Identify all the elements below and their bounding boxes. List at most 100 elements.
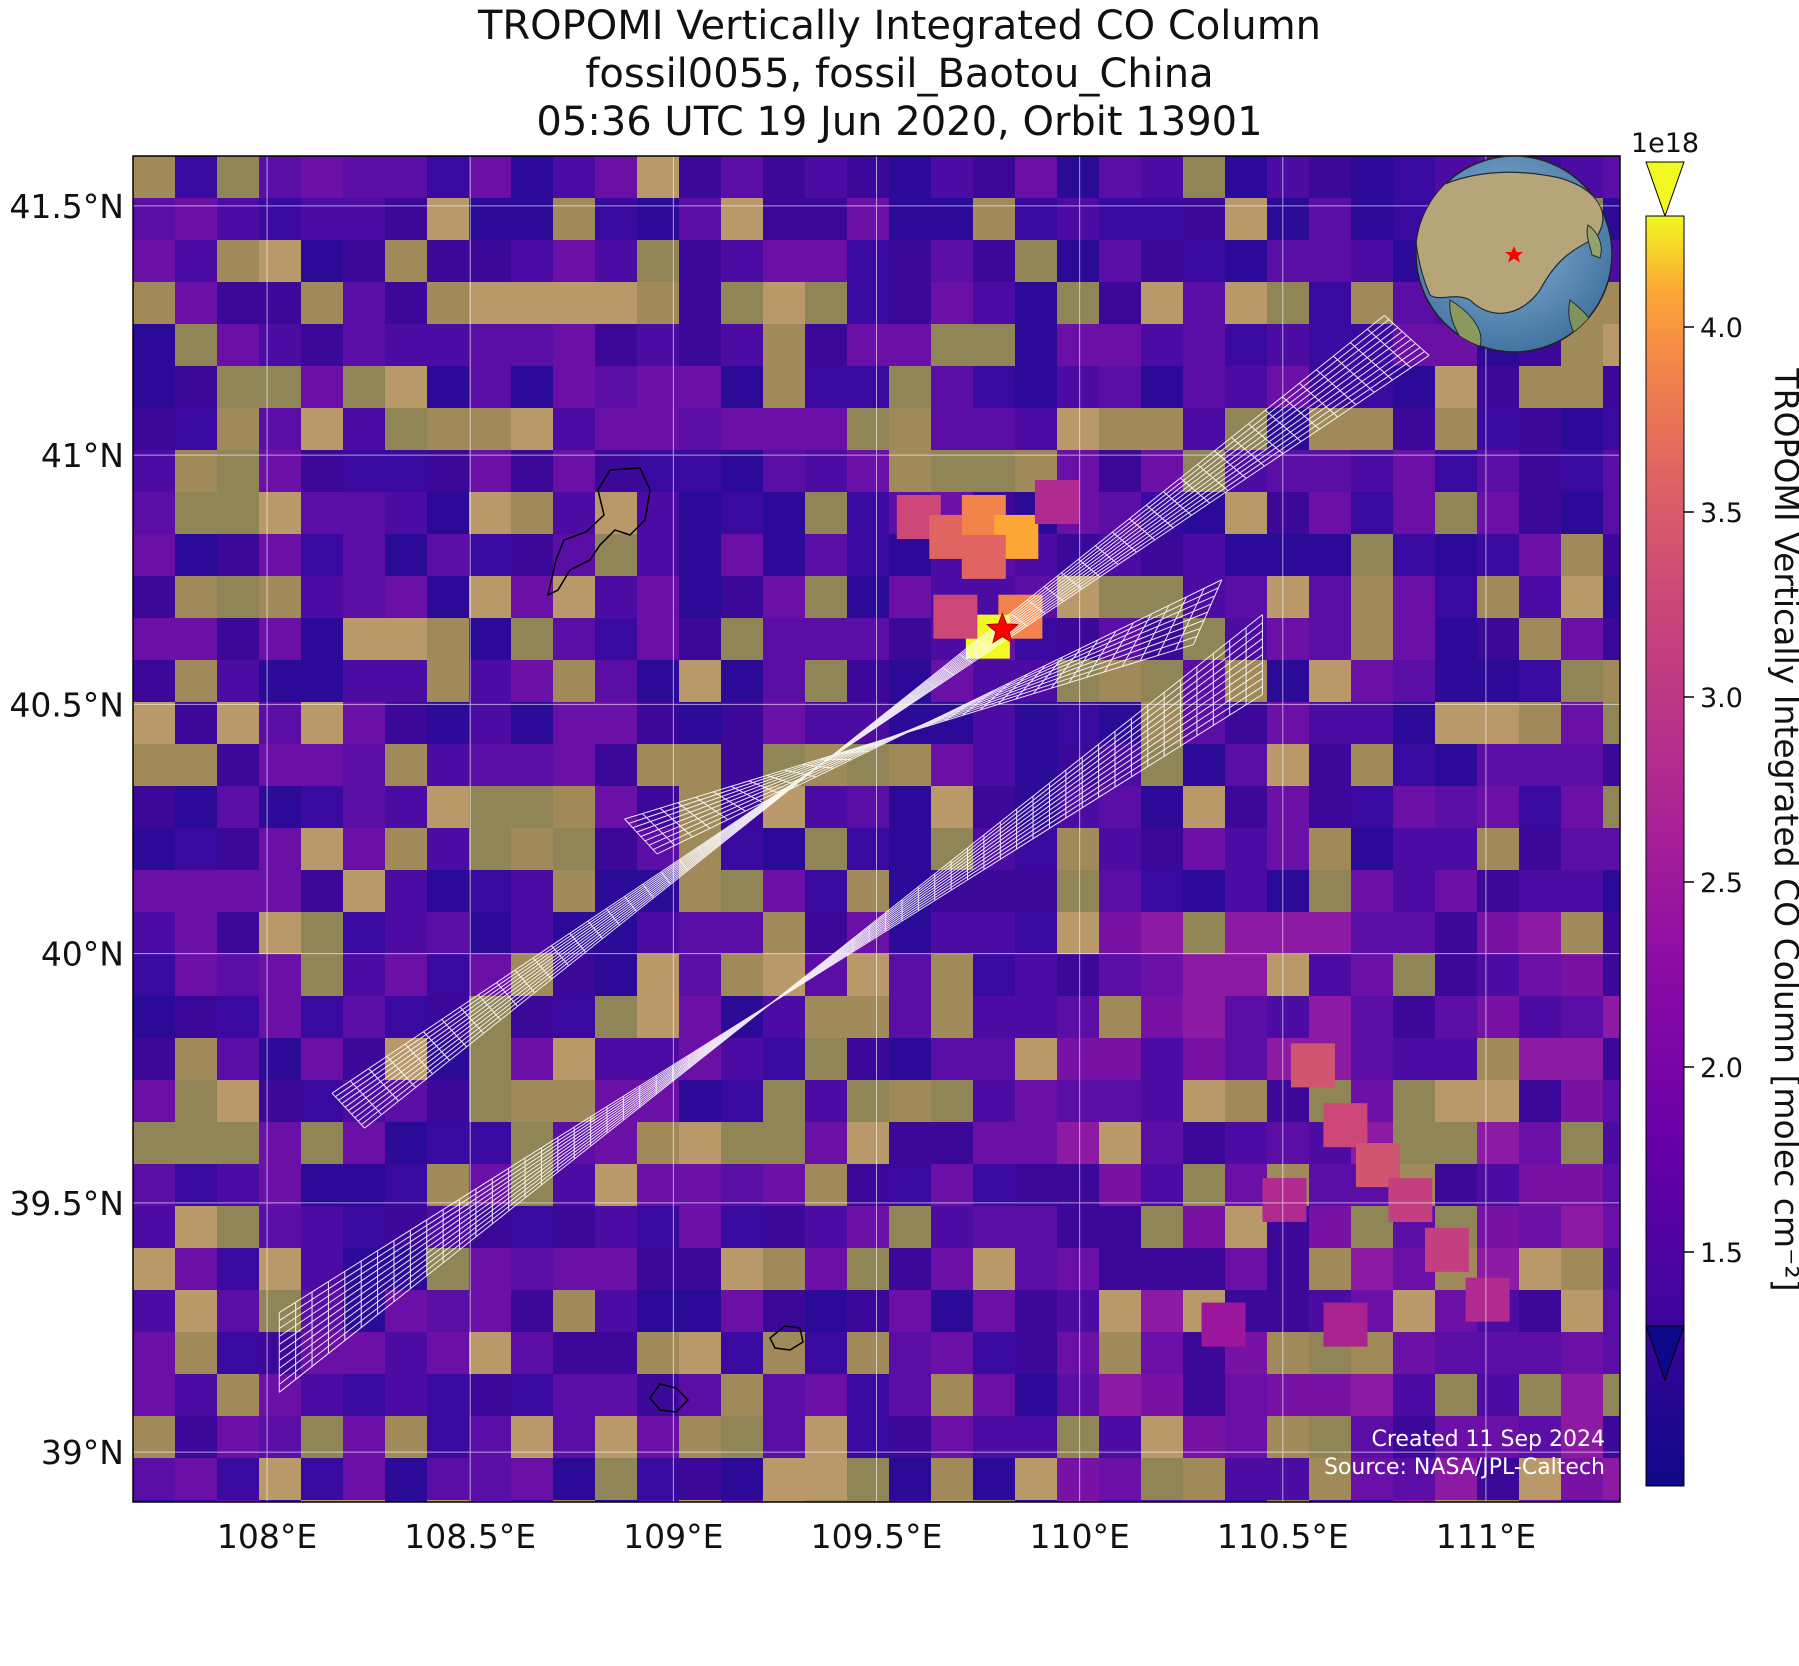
co-pixel (259, 534, 302, 577)
co-pixel (1267, 912, 1310, 955)
co-pixel (1309, 1416, 1352, 1459)
co-pixel (679, 366, 722, 409)
co-pixel (1225, 1122, 1268, 1165)
co-pixel (763, 660, 806, 703)
co-pixel (175, 1206, 218, 1249)
co-pixel (1561, 660, 1604, 703)
co-pixel (847, 324, 890, 367)
co-pixel (1099, 324, 1142, 367)
co-pixel (1099, 282, 1142, 325)
co-pixel (385, 1500, 428, 1502)
co-pixel (1183, 954, 1226, 997)
co-pixel (259, 1458, 302, 1501)
co-pixel (1393, 870, 1436, 913)
co-pixel (595, 1248, 638, 1291)
co-pixel (721, 1038, 764, 1081)
co-pixel (553, 1500, 596, 1502)
co-pixel (427, 1164, 470, 1207)
co-pixel (1183, 576, 1226, 619)
co-pixel (1435, 408, 1478, 451)
co-pixel (931, 1038, 974, 1081)
co-pixel (1141, 1206, 1184, 1249)
co-pixel (469, 534, 512, 577)
co-pixel (1519, 1080, 1562, 1123)
co-pixel (1603, 1122, 1620, 1165)
co-pixel (1351, 954, 1394, 997)
co-pixel (427, 366, 470, 409)
lon-tick-label: 109°E (623, 1517, 723, 1556)
co-pixel (1435, 954, 1478, 997)
co-pixel (1183, 1080, 1226, 1123)
co-pixel (259, 702, 302, 745)
co-pixel (763, 1206, 806, 1249)
co-pixel (1561, 1290, 1604, 1333)
co-pixel (931, 450, 974, 493)
co-pixel (763, 576, 806, 619)
co-pixel (1267, 1248, 1310, 1291)
co-pixel (847, 1290, 890, 1333)
co-pixel (889, 1038, 932, 1081)
co-pixel (133, 996, 176, 1039)
co-pixel (1519, 954, 1562, 997)
co-pixel (1267, 1332, 1310, 1375)
co-pixel (469, 1500, 512, 1502)
swath-line (278, 614, 1263, 1393)
co-pixel (973, 1374, 1016, 1417)
co-pixel (763, 702, 806, 745)
co-pixel (637, 282, 680, 325)
co-pixel (469, 240, 512, 283)
co-pixel (1141, 282, 1184, 325)
co-pixel (1477, 954, 1520, 997)
co-pixel (721, 534, 764, 577)
co-pixel (217, 450, 260, 493)
co-pixel (1561, 1080, 1604, 1123)
co-pixel (931, 198, 974, 241)
co-pixel (889, 576, 932, 619)
co-pixel (259, 450, 302, 493)
co-pixel (343, 1500, 386, 1502)
co-pixel (595, 1164, 638, 1207)
map-panel[interactable]: Created 11 Sep 2024 Source: NASA/JPL-Cal… (133, 156, 1646, 1543)
co-pixel (511, 408, 554, 451)
co-pixel (511, 1080, 554, 1123)
co-pixel (973, 702, 1016, 745)
co-pixel (1351, 912, 1394, 955)
co-pixel (1015, 1290, 1058, 1333)
co-pixel (175, 660, 218, 703)
co-pixel (1561, 744, 1604, 787)
co-pixel (805, 912, 848, 955)
co-pixel (1141, 1248, 1184, 1291)
co-pixel (385, 954, 428, 997)
co-pixel (133, 156, 176, 199)
co-pixel (1225, 198, 1268, 241)
co-pixel (595, 870, 638, 913)
co-pixel (1057, 408, 1100, 451)
co-pixel (511, 198, 554, 241)
co-pixel (973, 408, 1016, 451)
co-pixel (217, 534, 260, 577)
co-pixel (553, 828, 596, 871)
target-star-shape[interactable] (985, 612, 1019, 644)
co-pixel (1015, 408, 1058, 451)
co-pixel (1477, 1164, 1520, 1207)
co-pixel (1561, 450, 1604, 493)
co-pixel (385, 744, 428, 787)
co-pixel (1057, 1080, 1100, 1123)
co-pixel (637, 1458, 680, 1501)
co-pixel (217, 996, 260, 1039)
co-pixel (1267, 660, 1310, 703)
co-pixel (301, 408, 344, 451)
co-pixel (931, 1164, 974, 1207)
co-pixel (1099, 1374, 1142, 1417)
co-pixel (973, 1206, 1016, 1249)
co-pixel (469, 450, 512, 493)
co-pixel (721, 240, 764, 283)
target-star-icon[interactable] (985, 612, 1019, 644)
co-plume-pixel (1201, 1302, 1246, 1347)
co-pixel (805, 366, 848, 409)
co-pixel (343, 1374, 386, 1417)
co-pixel (301, 1164, 344, 1207)
co-pixel (637, 702, 680, 745)
co-pixel (217, 1206, 260, 1249)
co-pixel (1477, 744, 1520, 787)
